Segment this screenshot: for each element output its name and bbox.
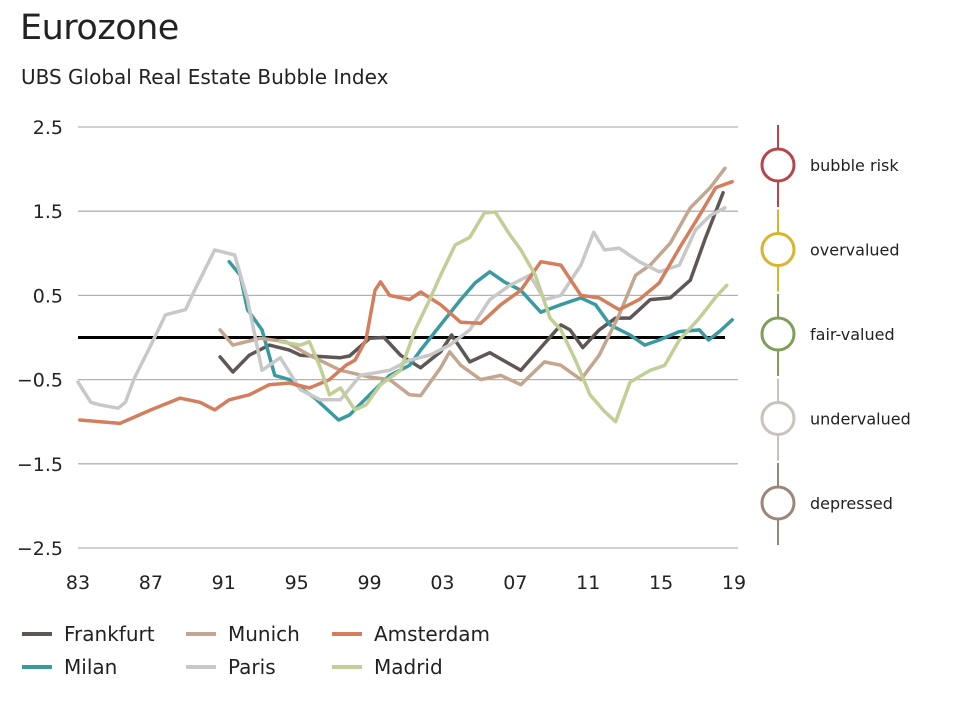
chart-title: Eurozone xyxy=(20,8,179,48)
x-tick-label: 15 xyxy=(649,572,673,594)
zone-label: fair-valued xyxy=(810,325,895,344)
series-line-amsterdam xyxy=(78,179,734,426)
zone-marker-icon xyxy=(760,147,796,183)
legend-label-amsterdam: Amsterdam xyxy=(374,622,490,646)
zone-label: depressed xyxy=(810,494,893,513)
series-line-frankfurt xyxy=(218,190,725,374)
x-tick-label: 95 xyxy=(285,572,309,594)
x-tick-label: 03 xyxy=(430,572,454,594)
zone-marker-icon xyxy=(760,316,796,352)
legend-label-milan: Milan xyxy=(64,655,117,679)
x-tick-label: 99 xyxy=(357,572,381,594)
y-tick-label: 0.5 xyxy=(33,285,63,307)
y-tick-label: −0.5 xyxy=(17,370,63,392)
zone-label: overvalued xyxy=(810,241,900,260)
x-tick-label: 07 xyxy=(503,572,527,594)
x-tick-label: 83 xyxy=(66,572,90,594)
zone-marker-icon xyxy=(760,401,796,436)
legend-label-paris: Paris xyxy=(228,655,276,679)
x-tick-label: 11 xyxy=(576,572,600,594)
y-tick-label: −2.5 xyxy=(17,538,63,560)
legend-label-munich: Munich xyxy=(228,622,300,646)
y-tick-label: 2.5 xyxy=(33,117,63,139)
y-tick-label: 1.5 xyxy=(33,201,63,223)
series-line-madrid xyxy=(278,210,729,424)
legend-label-madrid: Madrid xyxy=(374,655,443,679)
zone-label: bubble risk xyxy=(810,156,899,175)
legend-label-frankfurt: Frankfurt xyxy=(64,622,155,646)
x-tick-label: 91 xyxy=(212,572,236,594)
zone-label: undervalued xyxy=(810,410,911,429)
series-line-paris xyxy=(76,206,727,410)
series-line-munich xyxy=(218,166,727,398)
x-tick-label: 19 xyxy=(722,572,746,594)
zone-marker-icon xyxy=(760,485,796,521)
x-tick-label: 87 xyxy=(139,572,163,594)
zone-marker-icon xyxy=(760,232,796,267)
chart-subtitle: UBS Global Real Estate Bubble Index xyxy=(21,65,389,89)
y-tick-label: −1.5 xyxy=(17,454,63,476)
